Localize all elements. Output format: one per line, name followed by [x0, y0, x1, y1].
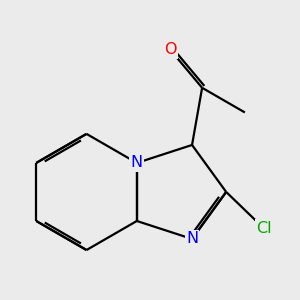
Text: N: N [131, 155, 143, 170]
Text: N: N [186, 231, 198, 246]
Text: Cl: Cl [256, 221, 272, 236]
Text: O: O [164, 43, 177, 58]
